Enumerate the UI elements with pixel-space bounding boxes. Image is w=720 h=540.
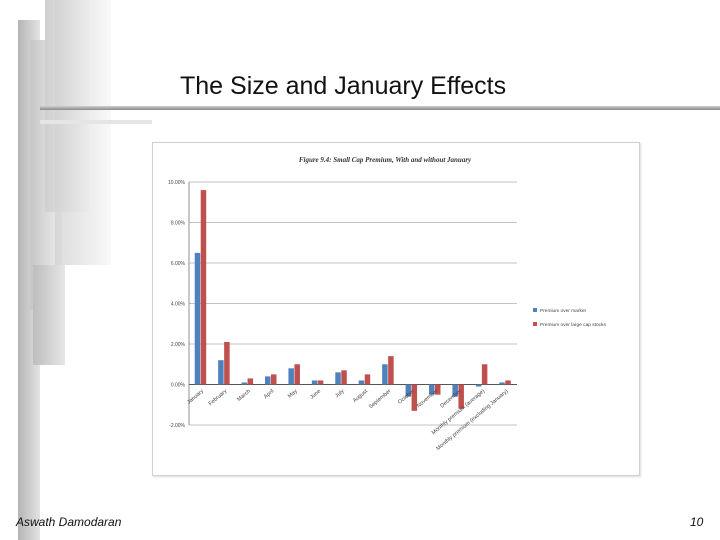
page-number: 10	[690, 515, 704, 529]
decorative-bar	[33, 265, 65, 365]
y-tick-label: 10.00%	[168, 180, 186, 186]
bar	[429, 384, 435, 395]
bar	[405, 384, 412, 397]
bar	[411, 384, 418, 411]
y-tick-label: 2.00%	[171, 342, 186, 348]
x-tick-label: February	[208, 388, 229, 407]
bar	[458, 384, 464, 409]
x-tick-label: March	[236, 388, 252, 402]
bar	[335, 372, 341, 385]
bar	[271, 374, 277, 385]
legend-label: Premium over large cap stocks	[540, 322, 606, 328]
bar	[358, 380, 365, 385]
y-tick-label: 0.00%	[171, 383, 186, 389]
bar	[247, 378, 254, 385]
bar	[288, 368, 294, 385]
x-tick-label: July	[334, 388, 346, 399]
bar	[218, 360, 224, 385]
bar-chart: Figure 9.4: Small Cap Premium, With and …	[168, 156, 606, 452]
footer-author: Aswath Damodaran	[16, 515, 122, 529]
bar	[382, 364, 388, 385]
bar	[311, 380, 318, 385]
title-divider	[40, 106, 720, 110]
decorative-bar	[55, 0, 111, 265]
x-tick-label: April	[263, 388, 275, 400]
bar	[452, 384, 458, 397]
legend-swatch	[533, 322, 537, 326]
y-tick-label: 8.00%	[171, 221, 186, 227]
bar	[505, 380, 511, 385]
chart-title: Figure 9.4: Small Cap Premium, With and …	[299, 156, 472, 164]
bar	[294, 364, 300, 385]
legend-label: Premium over market	[540, 308, 587, 314]
x-tick-label: August	[352, 388, 369, 404]
x-tick-label: September	[368, 388, 393, 410]
bar	[435, 384, 441, 395]
bar	[317, 380, 324, 385]
bar	[481, 364, 488, 385]
chart-frame: Figure 9.4: Small Cap Premium, With and …	[152, 142, 640, 476]
x-tick-label: June	[309, 388, 322, 400]
y-tick-label: 6.00%	[171, 261, 186, 267]
bar	[341, 370, 347, 385]
y-tick-label: 4.00%	[171, 302, 186, 308]
bar	[241, 382, 248, 385]
bar	[200, 190, 207, 385]
page-title: The Size and January Effects	[180, 72, 507, 100]
bar	[224, 341, 230, 385]
bar	[499, 382, 505, 385]
bar	[388, 356, 394, 385]
y-tick-label: -2.00%	[169, 423, 185, 429]
x-tick-label: November	[416, 388, 439, 409]
bar	[475, 384, 482, 387]
legend-swatch	[533, 308, 537, 312]
bar	[194, 252, 201, 385]
bar	[364, 374, 371, 385]
bar	[265, 376, 271, 385]
decorative-bar	[40, 120, 152, 124]
x-tick-label: May	[287, 388, 299, 399]
